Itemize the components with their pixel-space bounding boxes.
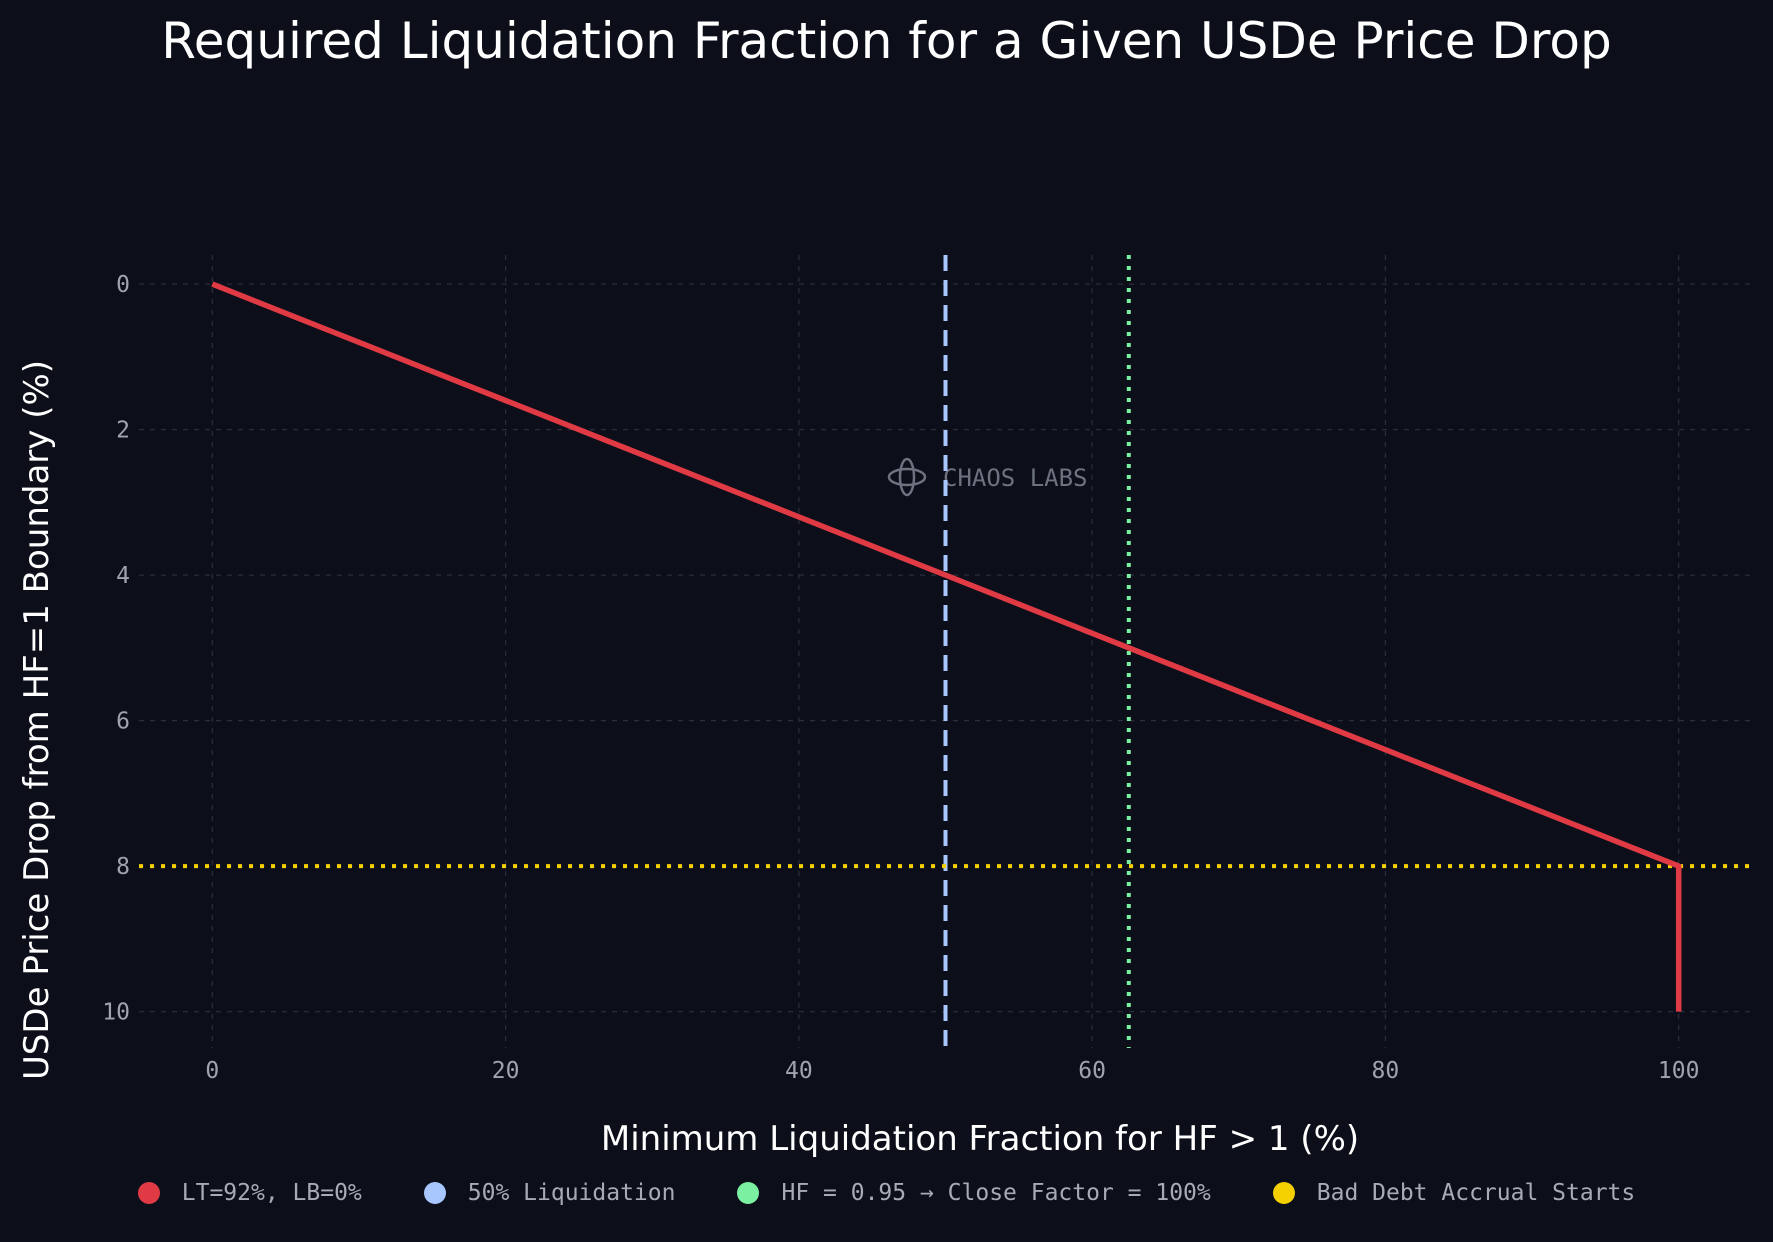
y-tick-label: 0 [116,272,130,298]
legend-label-close-factor: HF = 0.95 → Close Factor = 100% [781,1180,1211,1206]
legend-dot-series [137,1182,160,1204]
legend-dot-bad-debt [1272,1182,1295,1204]
legend-item-series: LT=92%, LB=0% [137,1180,362,1206]
series-line-0 [211,281,1682,1012]
x-tick-label: 0 [205,1058,219,1084]
legend-item-bad-debt: Bad Debt Accrual Starts [1272,1180,1636,1206]
legend-label-50-liquidation: 50% Liquidation [467,1180,676,1206]
series [211,281,1682,1012]
x-tick-label: 20 [492,1058,520,1084]
grid [139,255,1752,1048]
y-tick-label: 8 [116,854,130,880]
legend: LT=92%, LB=0% 50% Liquidation HF = 0.95 … [0,1180,1773,1206]
x-tick-label: 40 [785,1058,813,1084]
x-tick-labels: 0 20 40 60 80 100 [205,1058,1699,1084]
legend-label-bad-debt: Bad Debt Accrual Starts [1316,1180,1636,1206]
y-tick-label: 6 [116,709,130,735]
legend-dot-close-factor [737,1182,760,1204]
y-tick-label: 10 [102,1000,130,1026]
x-tick-label: 60 [1078,1058,1106,1084]
y-axis-label: USDe Price Drop from HF=1 Boundary (%) [17,360,57,1080]
legend-item-50-liquidation: 50% Liquidation [423,1180,676,1206]
legend-item-close-factor: HF = 0.95 → Close Factor = 100% [737,1180,1211,1206]
x-tick-label: 100 [1658,1058,1700,1084]
legend-label-series: LT=92%, LB=0% [181,1180,362,1206]
y-tick-labels: 0 2 4 6 8 10 [102,272,130,1026]
watermark: CHAOS LABS [887,457,1088,497]
y-tick-label: 4 [116,563,130,589]
legend-dot-50-liquidation [423,1182,446,1204]
watermark-text: CHAOS LABS [943,464,1088,492]
x-axis-label: Minimum Liquidation Fraction for HF > 1 … [601,1119,1359,1159]
chaos-labs-logo-icon [887,457,927,497]
reference-lines [139,255,1752,1048]
chart-title: Required Liquidation Fraction for a Give… [161,12,1612,70]
y-tick-label: 2 [116,418,130,444]
x-tick-label: 80 [1372,1058,1400,1084]
